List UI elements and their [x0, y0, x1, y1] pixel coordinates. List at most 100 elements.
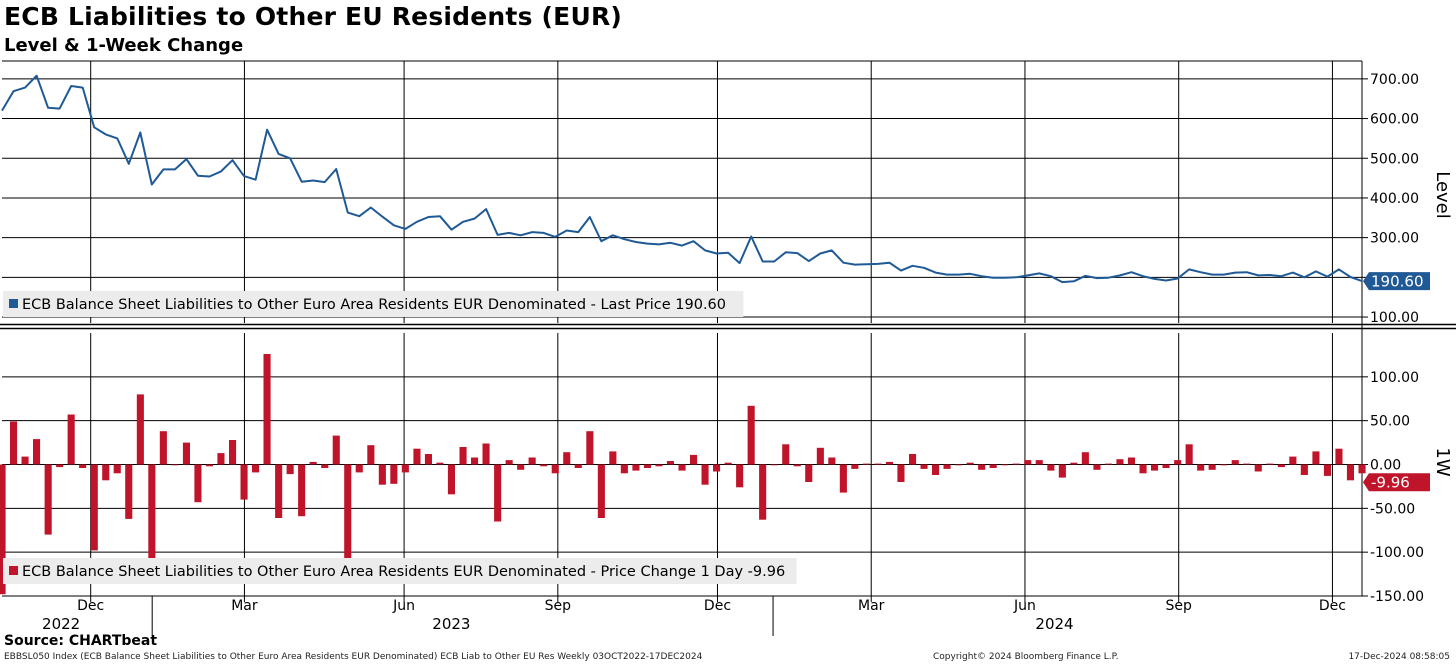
level-last-value-tag: 190.60	[1363, 272, 1430, 291]
change-bar	[563, 452, 571, 465]
change-bar	[21, 456, 29, 465]
change-bar	[736, 464, 744, 488]
change-bar	[1335, 448, 1343, 465]
change-bar	[401, 464, 409, 473]
change-bar	[816, 447, 824, 465]
change-bar	[298, 464, 306, 517]
y-tick-label: 100.00	[1370, 310, 1419, 326]
change-bar	[909, 454, 917, 465]
x-tick-label: Dec	[704, 598, 731, 614]
change-bar	[182, 442, 190, 465]
change-bar	[713, 464, 721, 472]
x-tick-label: Dec	[77, 598, 104, 614]
change-axis-title: 1W	[1432, 447, 1453, 476]
change-bar	[1116, 459, 1124, 465]
change-bar	[1047, 464, 1055, 471]
y-tick-label: 500.00	[1370, 151, 1419, 167]
change-bar	[920, 464, 928, 469]
change-bar	[1300, 464, 1308, 475]
y-tick-label: 700.00	[1370, 72, 1419, 88]
change-bar	[805, 464, 813, 482]
change-bar	[10, 421, 18, 465]
change-bar	[286, 464, 294, 475]
year-label: 2022	[42, 615, 80, 633]
change-bar	[1266, 463, 1274, 465]
source-label: Source: CHARTbeat	[4, 633, 158, 649]
change-bar	[747, 405, 755, 465]
change-bar	[1093, 464, 1101, 470]
change-bar	[528, 457, 536, 465]
change-bar	[828, 457, 836, 465]
change-bar	[1070, 462, 1078, 465]
level-last-value-tag-label: 190.60	[1371, 273, 1424, 291]
change-bar	[874, 463, 882, 465]
change-bar	[1001, 464, 1009, 466]
change-bar	[136, 394, 144, 465]
change-bar	[1151, 464, 1159, 471]
change-bar	[770, 464, 778, 466]
level-legend-swatch	[9, 299, 18, 308]
change-bar	[413, 448, 421, 465]
change-bar	[1208, 464, 1216, 470]
change-bar	[321, 464, 329, 468]
chart-subtitle: Level & 1-Week Change	[4, 35, 244, 56]
change-bar	[229, 440, 237, 465]
change-bar	[1162, 464, 1170, 468]
change-legend-box	[3, 558, 797, 584]
change-bar	[1035, 460, 1043, 465]
x-tick-label: Sep	[1166, 598, 1193, 614]
change-bar	[44, 464, 52, 535]
change-bar	[125, 464, 133, 519]
change-bar	[1312, 451, 1320, 465]
change-bar	[586, 431, 594, 465]
change-bar	[1024, 460, 1032, 465]
change-bar	[690, 454, 698, 465]
change-last-value-tag: -9.96	[1363, 473, 1430, 492]
y-tick-label: -100.00	[1370, 545, 1424, 561]
change-bar	[67, 414, 75, 465]
change-bar	[897, 464, 905, 482]
change-bar	[574, 464, 582, 468]
change-bar	[1104, 463, 1112, 465]
change-bar	[678, 464, 686, 471]
change-bar	[217, 453, 225, 465]
footer-copyright: Copyright© 2024 Bloomberg Finance L.P.	[933, 652, 1119, 662]
change-bar	[424, 454, 432, 465]
change-bar	[517, 464, 525, 470]
change-bar	[1081, 452, 1089, 465]
change-bar	[655, 464, 663, 467]
change-legend-swatch	[9, 566, 18, 575]
footer-timestamp: 17-Dec-2024 08:58:05	[1348, 652, 1450, 662]
change-bar	[978, 464, 986, 470]
year-label: 2024	[1035, 615, 1073, 633]
change-bar	[1231, 460, 1239, 465]
change-bar	[482, 443, 490, 465]
panel-divider-bg	[0, 324, 1456, 330]
y-tick-label: -150.00	[1370, 589, 1424, 605]
change-bar	[171, 464, 179, 466]
change-bar	[1139, 464, 1147, 474]
year-label: 2023	[432, 615, 470, 633]
change-bar	[459, 447, 467, 465]
change-bar	[355, 464, 363, 473]
change-bar	[275, 464, 283, 518]
change-bar	[494, 464, 502, 522]
change-bar	[643, 464, 651, 468]
change-bar	[332, 435, 340, 465]
change-bar	[79, 464, 87, 468]
change-bar	[102, 464, 110, 481]
change-bar	[1058, 464, 1066, 478]
change-bar	[159, 431, 167, 465]
change-bar	[701, 464, 709, 485]
change-last-value-tag-label: -9.96	[1371, 474, 1410, 492]
level-legend-box	[3, 291, 744, 317]
level-axis-title: Level	[1432, 171, 1453, 219]
change-bar	[597, 464, 605, 518]
change-bar	[759, 464, 767, 520]
change-bar	[252, 464, 260, 473]
x-tick-label: Mar	[858, 598, 885, 614]
x-tick-label: Sep	[545, 598, 572, 614]
level-legend-text: ECB Balance Sheet Liabilities to Other E…	[22, 297, 726, 313]
change-bar	[471, 457, 479, 465]
